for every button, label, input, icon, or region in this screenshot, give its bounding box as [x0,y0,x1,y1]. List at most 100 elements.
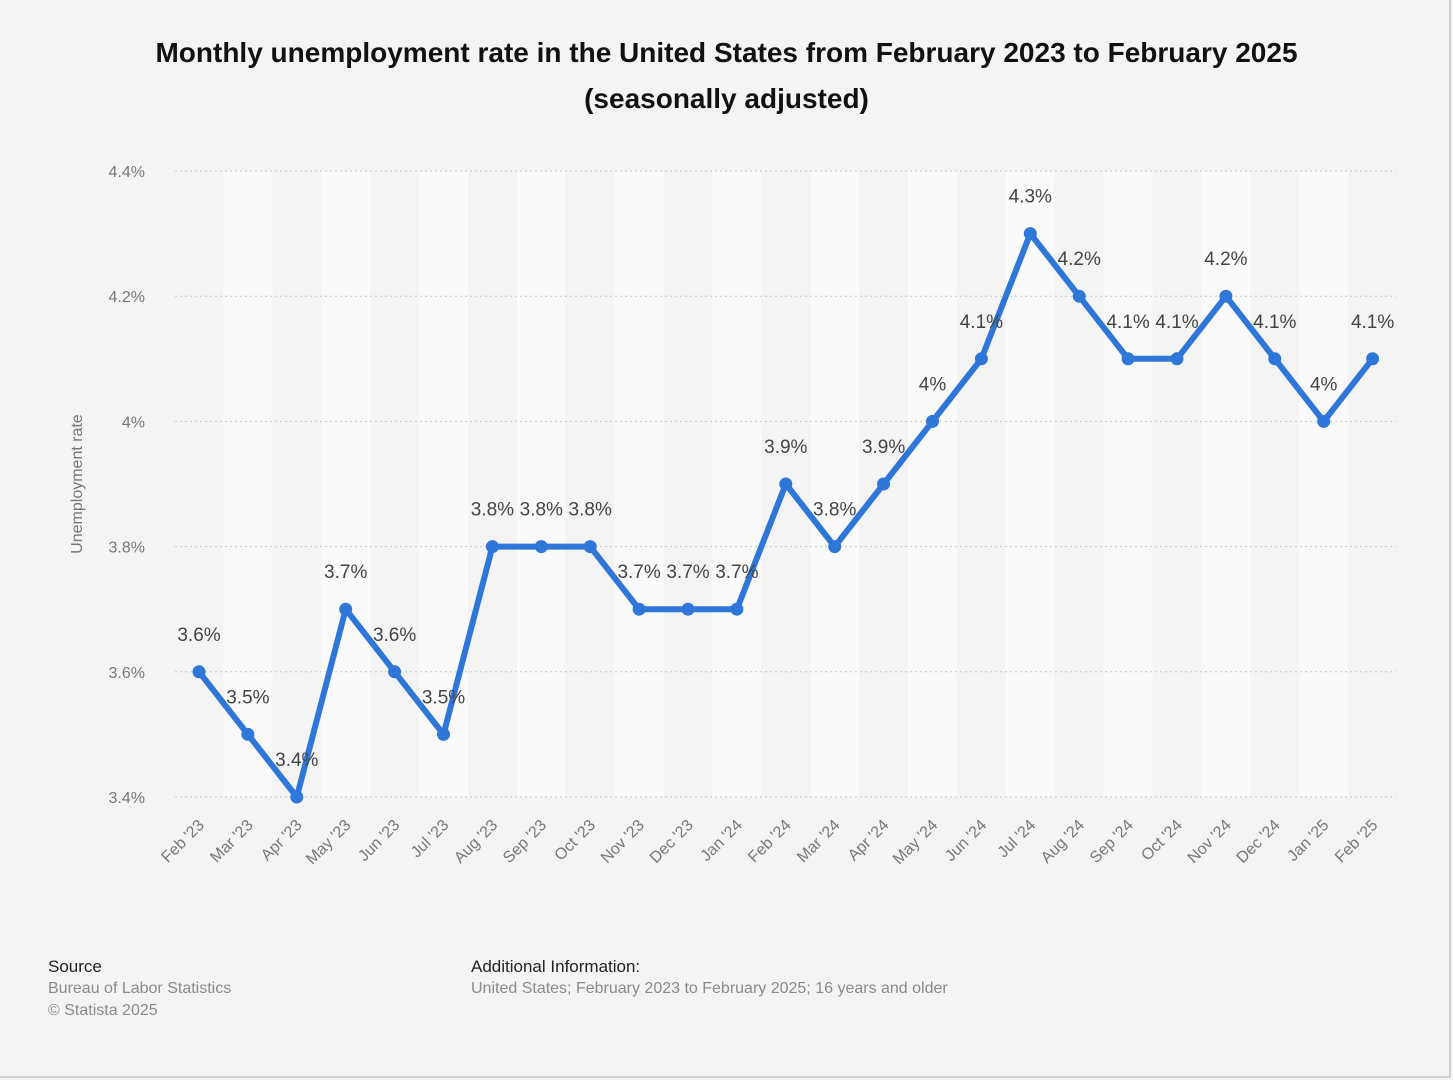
data-label: 3.4% [275,750,318,771]
data-point [241,727,255,741]
x-tick-label: May '23 [303,817,354,868]
plot-band [223,171,273,797]
plot-band [516,171,566,797]
y-tick-label: 4.4% [109,164,145,181]
x-tick-label: Feb '24 [745,817,794,866]
data-label: 3.9% [764,437,807,458]
plot-band [908,171,957,797]
data-point [681,602,695,616]
x-tick-label: Jan '25 [1284,817,1332,865]
data-point [828,540,842,554]
data-label: 4.1% [1106,312,1149,333]
additional-info-text: United States; February 2023 to February… [471,980,948,997]
data-label: 4.1% [1253,312,1296,333]
data-point [926,414,939,428]
additional-info-block: Additional Information: United States; F… [471,956,948,1000]
y-tick-label: 3.8% [109,540,145,557]
y-tick-label: 4.2% [109,289,145,306]
data-point [632,602,646,616]
data-label: 3.8% [569,500,612,521]
data-point [388,665,402,679]
plot-band [321,171,371,797]
data-label: 4.1% [960,312,1003,333]
data-label: 4.3% [1009,187,1052,208]
x-tick-label: Mar '24 [794,817,843,866]
data-point [339,602,353,616]
data-point [1072,289,1086,303]
data-label: 4.2% [1204,249,1247,270]
x-tick-label: Sep '24 [1087,817,1137,867]
copyright-notice: © Statista 2025 [48,1002,158,1019]
x-tick-label: Nov '23 [598,817,648,867]
data-point [437,727,450,741]
x-tick-label: Oct '24 [1138,817,1186,865]
data-label: 3.9% [862,437,905,458]
data-label: 3.8% [471,500,514,521]
x-tick-label: Feb '25 [1332,817,1381,866]
data-label: 3.7% [324,562,367,583]
data-point [877,477,891,491]
data-label: 3.6% [177,625,220,646]
data-point [974,352,988,366]
chart-title-line2: (seasonally adjusted) [584,83,869,114]
x-tick-label: Jul '24 [995,817,1039,861]
x-tick-label: Mar '23 [207,817,256,866]
y-tick-label: 4% [122,414,145,431]
x-tick-label: Apr '23 [258,817,306,865]
data-point [192,665,206,679]
data-point [1023,227,1037,241]
y-tick-label: 3.4% [109,790,145,807]
data-label: 4% [919,374,947,395]
data-label: 4.2% [1058,249,1101,270]
x-tick-label: Aug '24 [1038,817,1088,867]
plot-band [614,171,664,797]
data-label: 3.7% [617,562,660,583]
x-tick-label: Jun '23 [355,817,403,865]
source-name: Bureau of Labor Statistics [48,980,232,997]
data-label: 3.8% [813,500,856,521]
data-point [534,540,548,554]
x-tick-label: Jul '23 [408,817,452,861]
x-tick-label: Dec '24 [1234,817,1284,867]
plot-band [712,171,762,797]
y-axis-title: Unemployment rate [69,414,86,554]
x-tick-label: Sep '23 [500,817,550,867]
x-tick-label: Oct '23 [552,817,600,865]
x-tick-label: Dec '23 [647,817,697,867]
plot-band [419,171,468,797]
plot-band [1201,171,1251,797]
data-point [485,540,499,554]
chart-title: Monthly unemployment rate in the United … [0,30,1453,122]
data-label: 4.1% [1155,312,1198,333]
additional-info-heading: Additional Information: [471,957,641,976]
plot-band [1005,171,1055,797]
data-point [290,790,304,804]
data-label: 3.5% [226,687,269,708]
line-chart: 3.4% 3.6% 3.8% 4% 4.2% 4.4% Unemployment rate F… [69,164,1396,868]
x-tick-label: Apr '24 [845,817,893,865]
data-label: 3.7% [666,562,709,583]
plot-band [1299,171,1349,797]
data-point [1317,414,1331,428]
x-tick-label: May '24 [890,817,941,868]
data-label: 3.6% [373,625,416,646]
data-point [1366,352,1380,366]
data-point [1121,352,1135,366]
x-tick-label: Aug '23 [451,817,501,867]
data-label: 3.7% [715,562,758,583]
data-point [1268,352,1282,366]
data-point [583,540,597,554]
source-block: Source Bureau of Labor Statistics © Stat… [48,956,231,1022]
y-tick-label: 3.6% [109,665,145,682]
x-tick-label: Jan '24 [698,817,746,865]
x-tick-label: Jun '24 [942,817,990,865]
data-label: 3.8% [520,500,563,521]
data-label: 4.1% [1351,312,1394,333]
data-label: 3.5% [422,687,465,708]
data-point [1219,289,1233,303]
chart-title-line1: Monthly unemployment rate in the United … [155,37,1298,68]
x-tick-label: Feb '23 [158,817,207,866]
x-tick-label: Nov '24 [1185,817,1235,867]
source-heading: Source [48,957,102,976]
